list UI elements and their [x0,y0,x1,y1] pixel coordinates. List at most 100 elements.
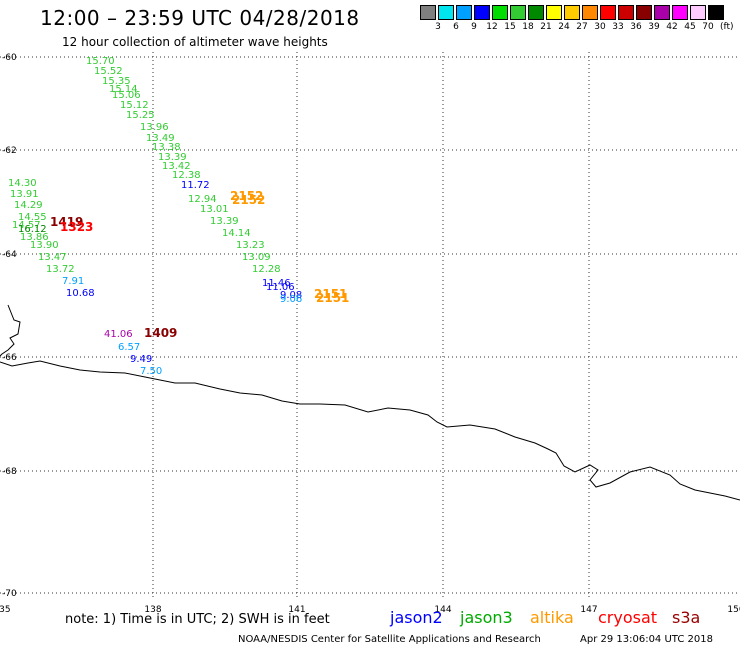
color-swatch [564,5,580,20]
wave-height-label: 13.09 [242,252,271,263]
lat-tick-label: -66 [2,353,17,363]
wave-height-label: 12.94 [188,194,217,205]
wave-height-label: 13.39 [210,216,239,227]
wave-height-label: 13.38 [152,142,181,153]
antarctic-coastline [0,304,740,501]
wave-height-label: 13.39 [158,152,187,163]
color-swatch [636,5,652,20]
lat-tick-label: -68 [2,467,17,477]
wave-height-label: 11.72 [181,180,210,191]
wave-height-label: 15.06 [112,90,141,101]
color-legend-label: 18 [522,22,534,32]
wave-height-label: 13.90 [30,240,59,251]
color-swatch [672,5,688,20]
wave-height-labels: 15.7015.5215.3515.1415.0615.1215.2513.96… [8,56,349,377]
lat-lon-grid [0,52,740,600]
color-swatch [708,5,724,20]
color-legend-label: 42 [666,22,678,32]
lon-tick-label: 147 [580,605,597,615]
wave-height-label: 15.12 [120,100,149,111]
wave-height-label: 13.47 [38,252,67,263]
wave-height-label: 9.49 [130,354,152,365]
wave-height-label: 11.46 [262,278,291,289]
wave-height-label: 1409 [144,326,177,340]
footnote: note: 1) Time is in UTC; 2) SWH is in fe… [65,612,330,627]
wave-height-label: 15.52 [94,66,123,77]
color-swatch [438,5,454,20]
color-legend-label: 70 [702,22,714,32]
color-swatch [654,5,670,20]
wave-height-label: 2152 [230,189,263,203]
wave-height-label: 2152 [232,193,265,207]
satellite-legend-entry: jason2 [390,608,443,627]
wave-height-label: 6.57 [118,342,140,353]
wave-height-label: 9.08 [280,290,302,301]
wave-height-label: 13.23 [236,240,265,251]
color-swatch [528,5,544,20]
color-legend-label: 9 [471,22,477,32]
color-swatch [546,5,562,20]
satellite-legend-entry: cryosat [598,608,658,627]
color-legend-label: 12 [486,22,498,32]
color-legend-label: 24 [558,22,570,32]
color-swatch [600,5,616,20]
wave-height-label: 41.06 [104,329,133,340]
lon-tick-label: 141 [288,605,305,615]
wave-height-label: 13.72 [46,264,75,275]
wave-height-label: 13.49 [146,133,175,144]
color-legend-label: 21 [540,22,552,32]
color-legend-label: 15 [504,22,516,32]
wave-height-label: 15.70 [86,56,115,67]
wave-height-label: 7.50 [140,366,162,377]
color-swatch [510,5,526,20]
wave-height-label: 16.12 [18,224,47,235]
wave-height-label: 2151 [314,287,347,301]
color-swatch [474,5,490,20]
wave-height-label: 13.01 [200,204,229,215]
color-swatch [690,5,706,20]
axis-labels: -60 -62 -64 -66 -68 -70 135 138 141 144 147 150 [0,53,740,615]
wave-height-label: 13.91 [10,189,39,200]
lat-tick-label: -64 [2,250,17,260]
wave-height-label: 9.06 [280,294,302,305]
credit-line: NOAA/NESDIS Center for Satellite Applica… [238,634,541,645]
color-swatch [618,5,634,20]
wave-height-label: 14.14 [222,228,251,239]
map-title: 12:00 – 23:59 UTC 04/28/2018 [40,6,360,30]
wave-height-label: 15.35 [102,76,131,87]
lat-tick-label: -60 [2,53,17,63]
color-legend-label: 39 [648,22,660,32]
lon-tick-label: 138 [144,605,161,615]
color-swatch [456,5,472,20]
wave-height-label: 13.42 [162,161,191,172]
color-legend-label: 6 [453,22,459,32]
lon-tick-label: 135 [0,605,11,615]
color-legend-label: 33 [612,22,624,32]
wave-height-label: 11.06 [266,282,295,293]
wave-height-label: 15.25 [126,110,155,121]
color-swatch [492,5,508,20]
wave-height-label: 14.55 [18,212,47,223]
wave-height-label: 13.96 [140,122,169,133]
color-legend-label: 27 [576,22,588,32]
wave-height-label: 2151 [316,291,349,305]
wave-height-label: 14.29 [14,200,43,211]
satellite-legend-entry: jason3 [460,608,513,627]
color-swatch [582,5,598,20]
wave-height-label: 7.91 [62,276,84,287]
lon-tick-label: 150 [727,605,740,615]
map-subtitle: 12 hour collection of altimeter wave hei… [62,35,328,49]
wave-height-label: 10.68 [66,288,95,299]
generation-timestamp: Apr 29 13:06:04 UTC 2018 [580,634,713,645]
color-legend-label: 45 [684,22,696,32]
color-legend-label: 30 [594,22,606,32]
color-swatch [420,5,436,20]
satellite-legend-entry: s3a [672,608,701,627]
wave-height-label: 12.28 [252,264,281,275]
wave-height-label: 15.14 [109,84,138,95]
color-legend-label: 36 [630,22,642,32]
wave-height-label: 14.57 [12,220,41,231]
wave-height-label: 14.30 [8,178,37,189]
lon-tick-label: 144 [434,605,451,615]
